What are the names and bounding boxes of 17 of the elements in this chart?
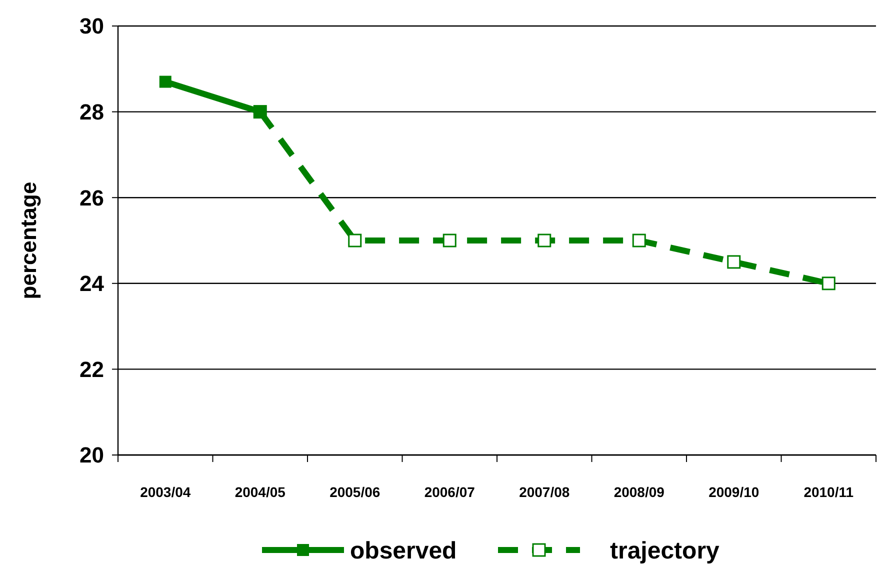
y-tick-label: 22: [80, 356, 104, 382]
y-tick-label: 26: [80, 185, 104, 210]
x-tick-label: 2003/04: [140, 484, 191, 500]
x-tick-label: 2005/06: [330, 484, 380, 500]
y-tick-label: 24: [80, 271, 105, 296]
x-tick-label: 2008/09: [614, 484, 665, 500]
x-tick-label: 2010/11: [804, 484, 854, 500]
legend-label: observed: [350, 537, 457, 564]
legend-label: trajectory: [610, 537, 720, 564]
x-tick-label: 2006/07: [424, 484, 476, 500]
x-tick-label: 2007/08: [519, 484, 570, 500]
y-tick-label: 28: [80, 100, 104, 124]
y-axis-title: percentage: [16, 182, 41, 300]
y-tick-label: 30: [80, 14, 104, 39]
x-tick-label: 2009/10: [708, 484, 760, 500]
y-tick-label: 20: [80, 442, 104, 468]
x-tick-label: 2004/05: [234, 484, 286, 500]
